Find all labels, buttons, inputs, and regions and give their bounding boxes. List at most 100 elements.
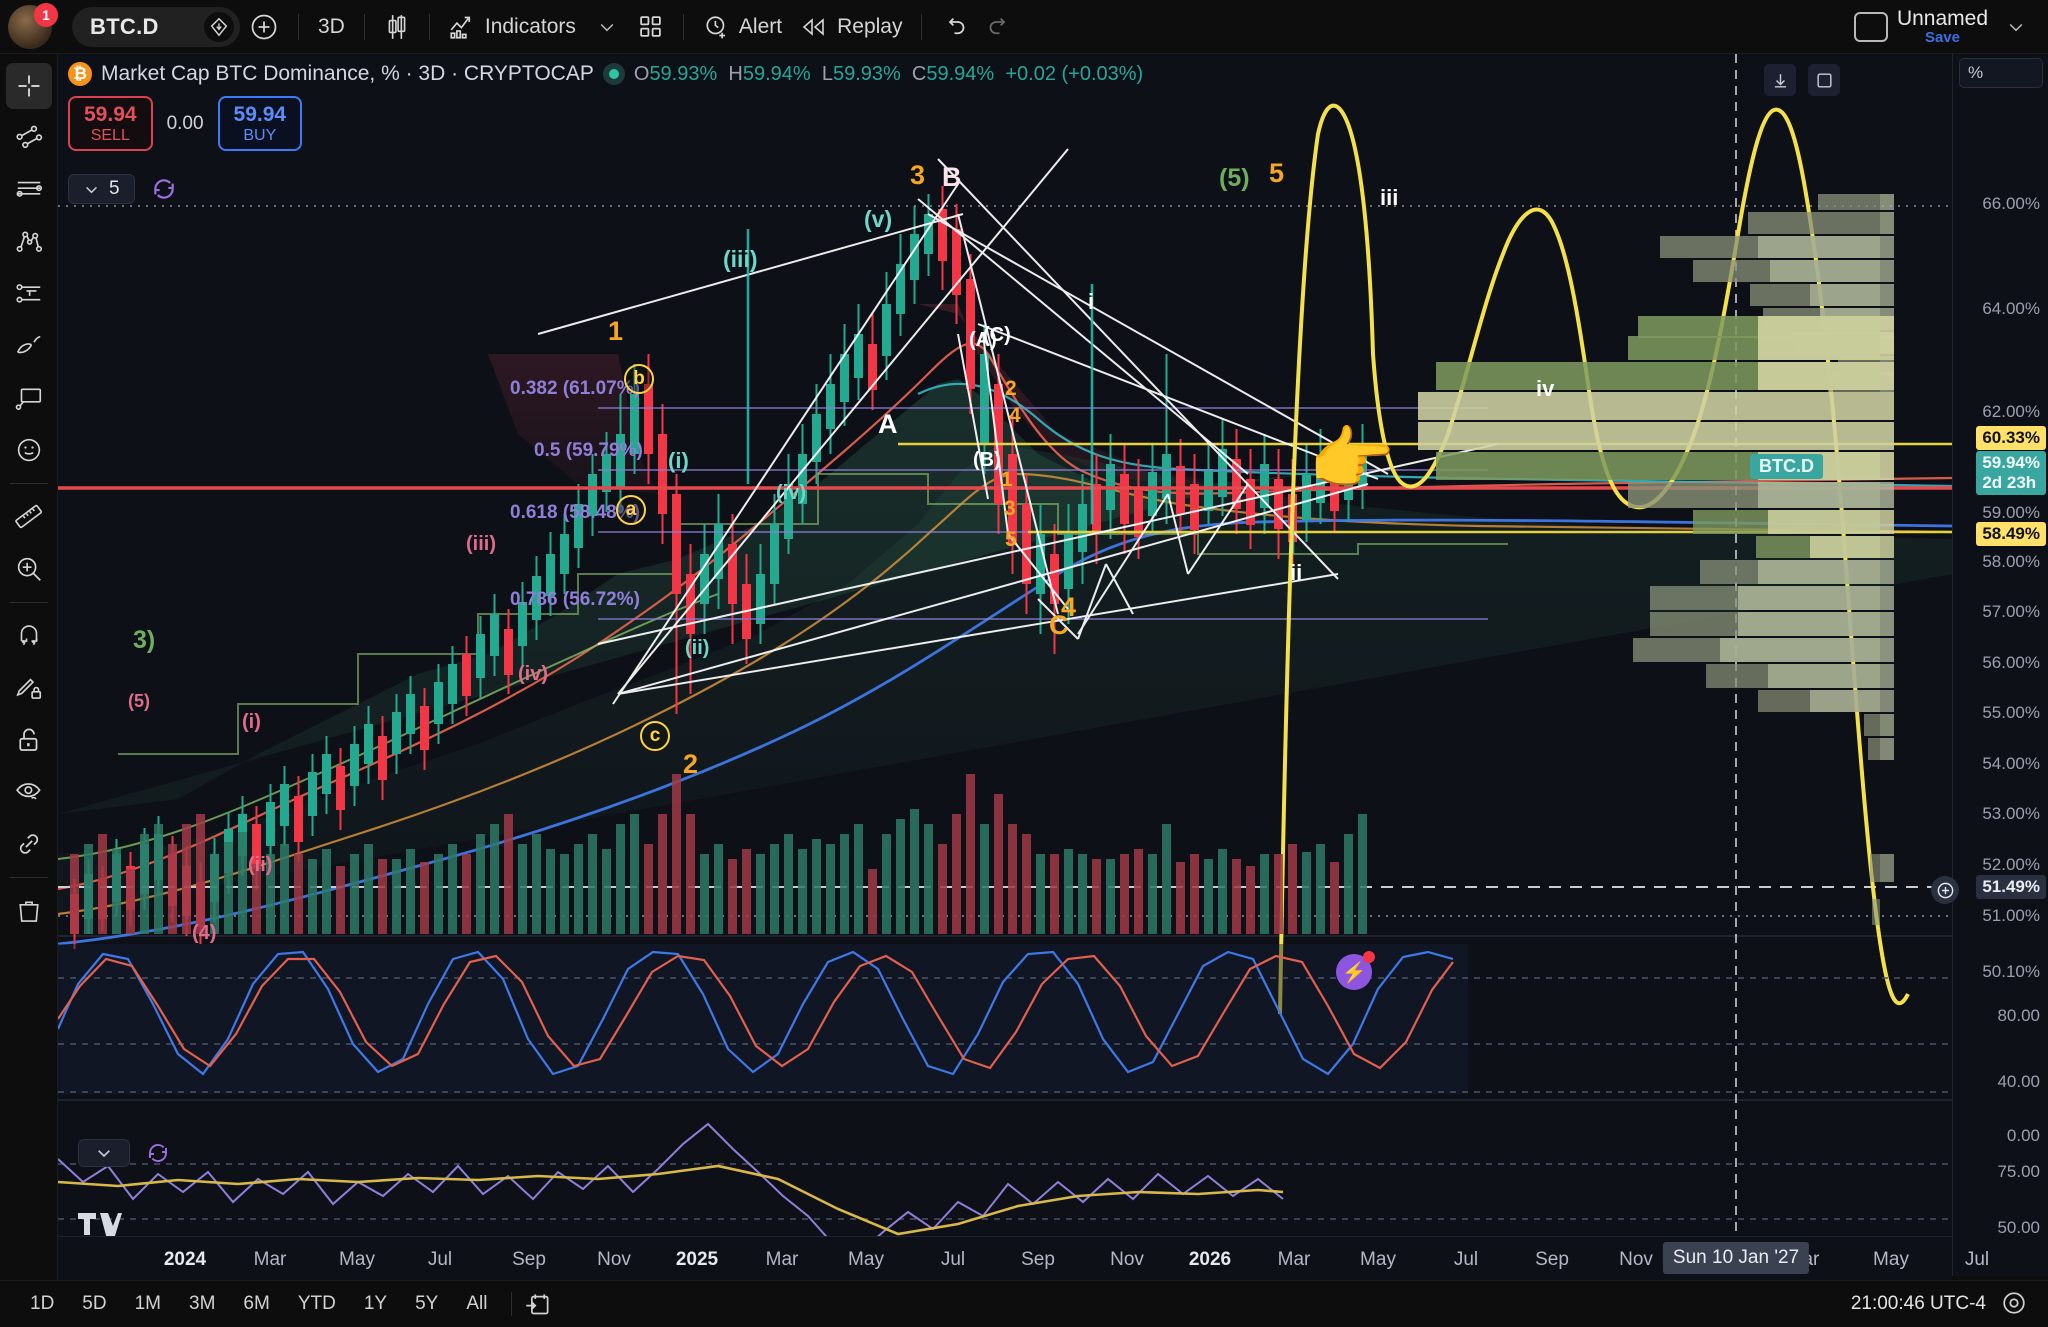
divider — [511, 1292, 513, 1316]
divider — [363, 13, 365, 40]
indicators-dropdown[interactable] — [585, 5, 629, 49]
add-alert-button[interactable] — [1931, 876, 1959, 904]
candlestick-icon — [388, 14, 406, 39]
chart-style-button[interactable] — [375, 5, 419, 49]
range-button-1m[interactable]: 1M — [134, 1293, 161, 1314]
layout-name-label: Unnamed — [1896, 6, 1988, 30]
pane2-collapse-button[interactable] — [78, 1139, 130, 1167]
save-button[interactable]: Save — [1924, 28, 1960, 46]
spread-value: 0.00 — [166, 112, 204, 134]
ohlc-l-value: 59.93% — [832, 62, 901, 85]
refresh-button[interactable] — [151, 176, 177, 202]
time-tick: Nov — [1110, 1249, 1144, 1270]
sub-axis-tick: 50.00 — [1997, 1218, 2040, 1237]
range-button-1d[interactable]: 1D — [30, 1293, 55, 1314]
alert-button[interactable]: Alert — [694, 5, 791, 49]
tool-lock[interactable] — [6, 717, 52, 763]
replay-marker-icon[interactable]: ⚡ — [1336, 951, 1375, 990]
time-tick: May — [1360, 1249, 1396, 1270]
tool-trend-line[interactable] — [6, 115, 52, 161]
momentum-line-2 — [58, 1164, 1284, 1236]
drawing-toolbar — [0, 54, 58, 1327]
gear-icon — [2003, 1292, 2025, 1314]
tool-magnet[interactable] — [6, 613, 52, 659]
fullscreen-button[interactable] — [1808, 64, 1840, 96]
oscillator-line-d — [58, 954, 1454, 1070]
diamond-icon[interactable] — [204, 11, 234, 42]
price-tag-upper-resistance[interactable]: 60.33% — [1976, 426, 2046, 450]
interval-button[interactable]: 3D — [309, 5, 354, 49]
avatar[interactable]: 1 — [8, 2, 58, 49]
indicators-icon — [450, 16, 470, 39]
range-button-6m[interactable]: 6M — [243, 1293, 270, 1314]
range-button-1y[interactable]: 1Y — [363, 1293, 388, 1314]
tool-elliott-wave[interactable] — [6, 219, 52, 265]
ohlc-c-value: 59.94% — [926, 62, 995, 85]
pane2-refresh-button[interactable] — [146, 1141, 170, 1165]
range-button-5d[interactable]: 5D — [82, 1293, 107, 1314]
series-price-tag: BTC.D — [1750, 454, 1823, 479]
undo-button[interactable] — [932, 5, 977, 49]
undo-arrow-icon — [949, 17, 965, 35]
symbol-search-input[interactable]: BTC.D — [72, 6, 240, 47]
tool-measure-ruler[interactable] — [6, 494, 52, 540]
sub-axis-tick: 0.00 — [2006, 1126, 2040, 1145]
go-to-date-button[interactable] — [524, 1291, 551, 1318]
range-button-3m[interactable]: 3M — [189, 1293, 216, 1314]
price-tag-value: 60.33% — [1982, 428, 2040, 447]
tool-cross-cursor[interactable] — [5, 63, 52, 109]
buy-button[interactable]: 59.94 BUY — [217, 96, 303, 152]
add-symbol-button[interactable] — [240, 5, 288, 49]
tool-eye-hide[interactable] — [6, 769, 52, 815]
range-button-ytd[interactable]: YTD — [297, 1293, 336, 1314]
price-tag-last-price[interactable]: 59.94% 2d 23h — [1976, 451, 2046, 495]
sell-button[interactable]: 59.94 SELL — [68, 96, 153, 152]
tool-trash[interactable] — [6, 888, 52, 934]
tool-long-position[interactable] — [6, 271, 52, 317]
measure-ruler-icon — [14, 504, 42, 529]
chart-title[interactable]: Market Cap BTC Dominance, % · 3D · CRYPT… — [101, 62, 594, 85]
notification-badge[interactable]: 1 — [34, 2, 58, 27]
layout-square-button[interactable] — [1845, 5, 1897, 49]
layout-name-group[interactable]: Unnamed Save — [1896, 6, 1988, 46]
range-button-5y[interactable]: 5Y — [415, 1293, 439, 1314]
quantity-stepper[interactable]: 5 — [68, 174, 135, 204]
tool-link[interactable] — [6, 821, 52, 867]
trading-panel: 59.94 SELL 0.00 59.94 BUY — [68, 96, 303, 152]
settings-button[interactable] — [2000, 1289, 2030, 1319]
price-axis[interactable]: % 66.00% 64.00% 62.00% 59.00% 58.00% 57.00% 56… — [1931, 54, 2048, 1321]
quantity-value: 5 — [109, 178, 120, 199]
tool-zoom-in[interactable] — [6, 546, 52, 592]
price-axis-unit[interactable]: % — [1959, 58, 2043, 88]
link-icon — [19, 834, 38, 854]
magnet-icon — [20, 625, 37, 646]
tool-text-callout[interactable] — [6, 375, 52, 421]
layouts-button[interactable] — [629, 5, 673, 49]
time-crosshair-label: Sun 10 Jan '27 — [1662, 1242, 1810, 1274]
chevron-down-icon — [2009, 23, 2023, 31]
time-axis[interactable]: 2024 Mar May Jul Sep Nov 2025 Mar May Jul Sep Nov 20… — [58, 1236, 1989, 1280]
circled-wave-label: c — [640, 721, 670, 751]
range-button-all[interactable]: All — [466, 1293, 488, 1314]
layout-menu-button[interactable] — [1994, 5, 2038, 49]
price-tag-crosshair[interactable]: 51.49% — [1976, 875, 2046, 899]
ohlc-change: +0.02 (+0.03%) — [1005, 62, 1144, 85]
chevron-down-icon — [600, 23, 614, 31]
download-icon — [1774, 73, 1786, 88]
pencil-lock-icon — [15, 678, 41, 699]
replay-button[interactable]: Replay — [791, 5, 911, 49]
time-tick: May — [1873, 1249, 1909, 1270]
download-button[interactable] — [1764, 64, 1796, 96]
tool-horizontal-lines[interactable] — [6, 167, 52, 213]
time-tick: Mar — [253, 1249, 287, 1270]
price-tag-lower-support[interactable]: 58.49% — [1976, 522, 2046, 546]
time-tick: Sep — [1021, 1249, 1055, 1270]
tool-pencil-lock[interactable] — [6, 665, 52, 711]
tool-emoji[interactable] — [6, 427, 52, 473]
chart-canvas[interactable]: ₿ Market Cap BTC Dominance, % · 3D · CRY… — [58, 54, 1952, 1276]
tool-brush[interactable] — [6, 323, 52, 369]
redo-button[interactable] — [977, 5, 1022, 49]
clock-label: 21:00:46 UTC-4 — [1850, 1293, 1986, 1314]
price-tick: 55.00% — [1982, 703, 2040, 722]
indicators-button[interactable]: Indicators — [440, 5, 585, 49]
